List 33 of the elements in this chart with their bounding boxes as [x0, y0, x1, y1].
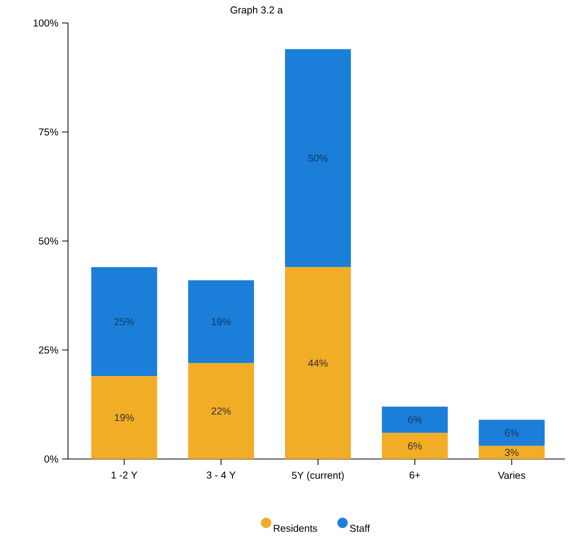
data-label: 19% [114, 414, 134, 422]
legend-label: Residents [274, 524, 318, 532]
data-label: 19% [212, 318, 231, 326]
data-label: 25% [114, 318, 134, 326]
bar [188, 280, 254, 364]
data-label: 3% [504, 448, 519, 456]
chart-title: Graph 3.2 a [230, 6, 283, 16]
y-tick-label: 75% [38, 128, 58, 136]
bar [91, 376, 158, 459]
data-label: 22% [212, 408, 231, 415]
bar [382, 406, 448, 433]
bar [285, 49, 351, 268]
x-tick-label: Varies [498, 472, 526, 479]
bar [91, 267, 158, 376]
bar [188, 363, 254, 459]
bar [478, 446, 545, 459]
x-tick-label: 5Y (current) [292, 472, 344, 481]
data-label: 50% [308, 154, 328, 162]
y-tick-label: 100% [34, 19, 58, 27]
x-tick-label: 6+ [410, 472, 420, 479]
legend-label: Staff [350, 524, 370, 532]
bar [285, 267, 351, 459]
data-label: 6% [505, 429, 519, 436]
y-tick-label: 50% [38, 237, 58, 245]
data-label: 6% [408, 416, 422, 424]
y-tick-label: 0% [44, 455, 58, 463]
x-tick-label: 3 - 4 Y [206, 472, 236, 479]
x-tick-label: 1 -2 Y [112, 472, 138, 479]
bar [382, 432, 448, 459]
data-label: 6% [408, 442, 422, 450]
bar [478, 420, 545, 446]
data-label: 44% [308, 360, 328, 367]
y-tick-label: 25% [38, 346, 58, 354]
